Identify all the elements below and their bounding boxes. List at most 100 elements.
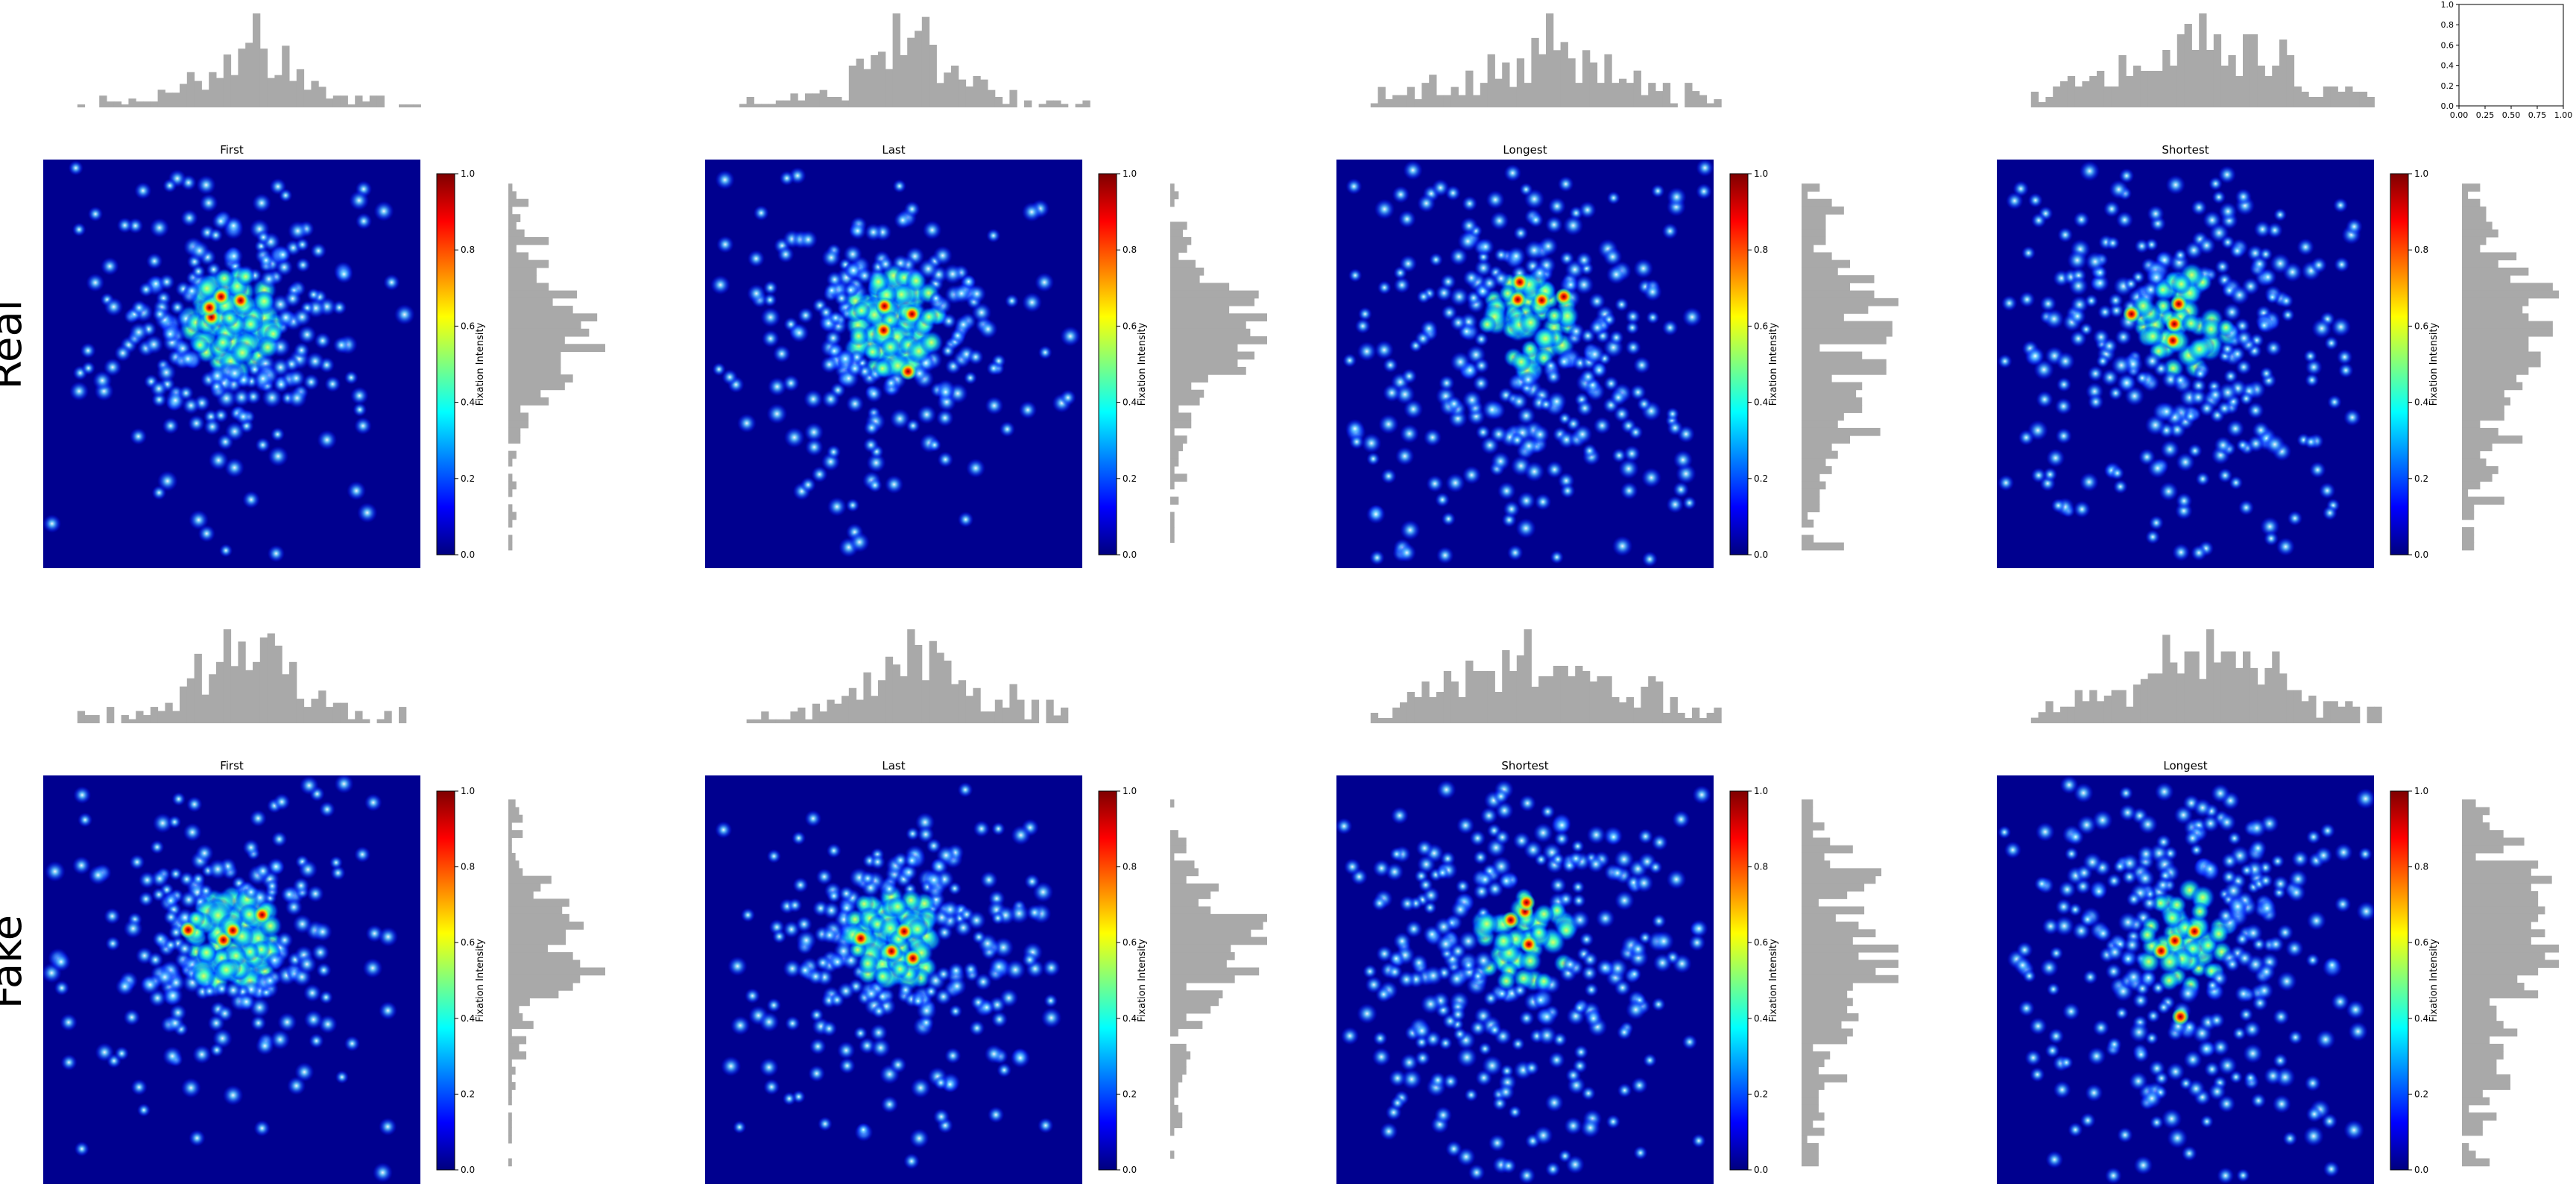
fixation-point: [1651, 834, 1668, 851]
fixation-point: [2148, 515, 2165, 531]
fixation-point: [2336, 349, 2353, 365]
colorbar-tick-label: 0.4: [1123, 397, 1137, 408]
fixation-point: [969, 1020, 985, 1036]
histogram-bar-top: [1429, 75, 1437, 107]
fixation-point: [2069, 330, 2087, 347]
fixation-point: [163, 909, 179, 925]
fixation-point: [2161, 1108, 2182, 1130]
histogram-bar-right: [1802, 198, 1832, 207]
histogram-bar-right: [508, 359, 561, 368]
fixation-point: [2116, 373, 2137, 393]
fixation-point: [934, 988, 953, 1006]
fixation-point: [2160, 439, 2180, 459]
histogram-bar-right: [1802, 1112, 1825, 1121]
fixation-point: [169, 1004, 187, 1021]
fixation-point: [2174, 805, 2194, 825]
fixation-point: [2270, 253, 2291, 274]
histogram-bar-top: [282, 45, 290, 107]
histogram-bar-right: [1802, 983, 1853, 991]
histogram-bar-top: [2155, 673, 2163, 723]
fixation-point: [2331, 316, 2352, 337]
fixation-point: [2235, 188, 2252, 206]
fixation-hotspot: [2122, 305, 2141, 324]
fixation-point: [1524, 1060, 1540, 1076]
fixation-point: [379, 1001, 397, 1020]
fixation-point: [2270, 854, 2285, 869]
histogram-bar-top: [2140, 679, 2149, 723]
histogram-bar-right: [508, 236, 549, 245]
fixation-point: [1581, 1086, 1596, 1101]
fixation-point: [1462, 269, 1480, 287]
fixation-point: [910, 1077, 931, 1098]
histogram-bar-top: [1385, 718, 1393, 723]
fixation-point: [256, 336, 280, 359]
histogram-bar-top: [2097, 71, 2105, 107]
histogram-bar-top: [2074, 690, 2083, 723]
histogram-bar-top: [296, 699, 305, 723]
fixation-point: [88, 865, 108, 886]
fixation-point: [2118, 912, 2138, 933]
fixation-point: [1998, 474, 2015, 491]
histogram-bar-top: [1706, 103, 1714, 107]
fixation-point: [2234, 984, 2253, 1003]
fixation-point: [2117, 1127, 2133, 1143]
histogram-bar-top: [929, 45, 937, 107]
fixation-point: [344, 371, 359, 385]
fixation-point: [2172, 372, 2188, 388]
histogram-bar-top: [230, 666, 239, 723]
fixation-point: [2016, 941, 2033, 959]
fixation-point: [2108, 292, 2124, 309]
fixation-point: [1606, 829, 1622, 846]
histogram-bar-top: [157, 89, 165, 107]
fixation-point: [2333, 198, 2349, 213]
histogram-bar-right: [508, 290, 578, 299]
fixation-point: [2217, 468, 2233, 483]
fixation-point: [354, 846, 371, 863]
fixation-point: [999, 421, 1016, 438]
fixation-point: [294, 1062, 315, 1082]
fixation-point: [1455, 878, 1471, 894]
histogram-bar-right: [1170, 830, 1178, 838]
fixation-point: [1550, 852, 1565, 866]
histogram-bar-top: [2053, 86, 2061, 107]
histogram-bar-top: [2308, 695, 2317, 723]
fixation-point: [1562, 215, 1584, 236]
fixation-point: [2123, 936, 2141, 954]
histogram-bar-top: [1429, 697, 1437, 723]
histogram-bar-right: [1170, 906, 1211, 915]
histogram-bar-top: [1575, 666, 1583, 723]
fixation-point: [2141, 1088, 2162, 1109]
fixation-hotspot: [903, 949, 922, 968]
histogram-bar-top: [915, 31, 923, 108]
fixation-point: [292, 307, 312, 327]
fixation-point: [2118, 804, 2137, 822]
fixation-point: [2243, 1020, 2261, 1039]
histogram-bar-top: [180, 84, 188, 107]
fixation-point: [215, 958, 239, 982]
empty-axes-xtick-label: 0.00: [2450, 110, 2469, 120]
fixation-point: [1383, 383, 1401, 403]
fixation-point: [224, 457, 245, 478]
fixation-point: [792, 877, 809, 893]
fixation-point: [2151, 980, 2166, 995]
fixation-point: [887, 895, 909, 917]
fixation-point: [1524, 461, 1545, 482]
histogram-bar-top: [1392, 708, 1401, 723]
fixation-point: [1044, 993, 1058, 1008]
histogram-bar-top: [2133, 684, 2141, 723]
histogram-bar-right: [1802, 481, 1826, 490]
fixation-point: [1366, 452, 1380, 466]
histogram-bar-right: [508, 1028, 512, 1037]
fixation-point: [162, 178, 177, 193]
fixation-point: [843, 245, 862, 264]
fixation-point: [182, 397, 201, 415]
histogram-bar-top: [2308, 97, 2317, 107]
histogram-bar-right: [2462, 466, 2498, 474]
fixation-point: [2183, 409, 2198, 424]
fixation-point: [919, 330, 944, 355]
fixation-point: [2124, 967, 2144, 987]
fixation-point: [805, 438, 824, 457]
fixation-point: [1376, 945, 1393, 963]
